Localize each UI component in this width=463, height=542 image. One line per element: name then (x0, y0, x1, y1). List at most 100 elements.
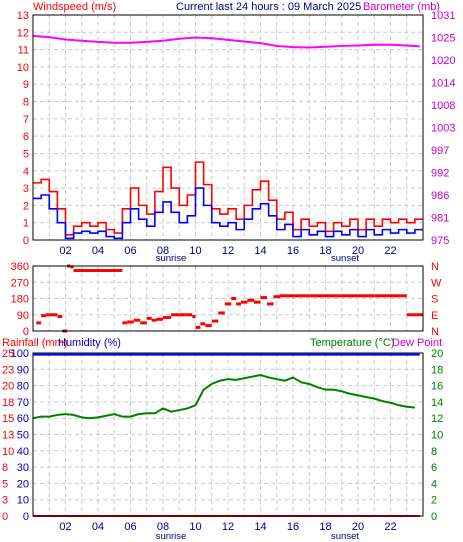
temp-panel-series (32, 353, 420, 517)
wind-x-tick: 06 (124, 245, 136, 257)
direction-point (151, 318, 157, 322)
temp-right-tick: 10 (431, 430, 443, 442)
wind-left-tick: 2 (23, 200, 29, 212)
temp-left-tick: 90 (17, 364, 29, 376)
sunrise-label-bottom: sunrise (156, 531, 187, 542)
direction-point (231, 297, 237, 300)
direction-point (91, 269, 98, 273)
rainfall-tick: 18 (2, 397, 14, 409)
direction-point (127, 320, 134, 324)
barometer-tick: 992 (431, 168, 449, 180)
temp-panel-grid (33, 353, 423, 516)
wind-left-tick: 12 (17, 27, 29, 39)
barometer-tick: 986 (431, 190, 449, 202)
temp-right-tick: 2 (431, 495, 437, 507)
direction-left-tick: 270 (11, 277, 29, 289)
sunrise-label-top: sunrise (156, 253, 187, 264)
wind-left-tick: 1 (23, 218, 29, 230)
direction-point (293, 294, 310, 298)
temp-x-tick: 18 (319, 521, 331, 533)
dewpoint-label: Dew Point (392, 337, 442, 349)
temp-right-tick: 12 (431, 413, 443, 425)
temp-right-tick: 20 (431, 348, 443, 360)
direction-point (267, 302, 274, 306)
direction-panel-frame (32, 265, 424, 332)
direction-point (260, 296, 267, 300)
direction-point (205, 324, 212, 328)
wind-x-tick: 02 (59, 245, 71, 257)
wind-x-tick: 04 (92, 245, 104, 257)
barometer-tick: 1008 (431, 100, 455, 112)
direction-point (224, 302, 232, 306)
direction-point (195, 325, 201, 329)
barometer-tick: 1025 (431, 33, 455, 45)
barometer-tick: 1003 (431, 123, 455, 135)
wind-x-tick: 18 (319, 245, 331, 257)
direction-point (52, 313, 58, 317)
direction-point (78, 269, 85, 273)
direction-point (241, 300, 248, 304)
direction-point (374, 294, 391, 298)
rainfall-tick: 5 (2, 478, 8, 490)
barometer-tick: 975 (431, 235, 449, 247)
direction-right-tick: N (431, 326, 439, 338)
direction-point (211, 319, 219, 323)
direction-point (146, 316, 152, 320)
temp-left-tick: 100 (11, 348, 29, 360)
temp-x-tick: 08 (157, 521, 169, 533)
direction-right-tick: E (431, 310, 438, 322)
direction-point (273, 295, 280, 299)
direction-point (98, 269, 105, 273)
barometer-tick: 1014 (431, 78, 455, 90)
wind-x-tick: 22 (384, 245, 396, 257)
direction-point (104, 269, 111, 273)
wind-left-tick: 7 (23, 114, 29, 126)
wind-x-tick: 12 (222, 245, 234, 257)
barometer-tick: 1031 (431, 10, 455, 22)
temp-left-tick: 50 (17, 430, 29, 442)
direction-point (70, 265, 74, 269)
temp-x-tick: 20 (352, 521, 364, 533)
barometer-tick: 1020 (431, 55, 455, 67)
barometer-label: Barometer (mb) (363, 1, 440, 13)
direction-point (133, 318, 141, 322)
wind-left-tick: 8 (23, 97, 29, 109)
wind-x-tick: 16 (287, 245, 299, 257)
wind-x-tick: 14 (254, 245, 266, 257)
direction-point (117, 269, 123, 273)
temp-x-tick: 04 (92, 521, 104, 533)
temp-right-tick: 4 (431, 478, 437, 490)
direction-point (122, 321, 128, 325)
humidity-label: Humidity (%) (58, 337, 121, 349)
temp-x-tick: 16 (287, 521, 299, 533)
temperature-line (32, 373, 415, 420)
direction-point (46, 313, 53, 317)
temp-right-tick: 18 (431, 364, 443, 376)
rainfall-tick: 10 (2, 446, 14, 458)
direction-point (341, 294, 358, 298)
direction-point (163, 315, 172, 319)
direction-point (218, 311, 225, 315)
temp-left-tick: 10 (17, 495, 29, 507)
windspeed-label: Windspeed (m/s) (33, 1, 116, 13)
rainfall-tick: 13 (2, 430, 14, 442)
direction-left-tick: 90 (17, 310, 29, 322)
direction-point (36, 321, 42, 325)
direction-point (406, 313, 415, 317)
barometer-tick: 997 (431, 145, 449, 157)
direction-right-tick: W (431, 277, 442, 289)
rainfall-tick: 25 (2, 348, 14, 360)
wind-average-line (33, 187, 423, 240)
direction-point (156, 317, 163, 321)
wind-x-tick: 08 (157, 245, 169, 257)
temp-right-tick: 0 (431, 511, 437, 523)
temp-x-tick: 06 (124, 521, 136, 533)
sunset-label-bottom: sunset (331, 531, 359, 542)
temp-left-tick: 70 (17, 397, 29, 409)
wind-x-tick: 20 (352, 245, 364, 257)
direction-point (140, 321, 147, 325)
direction-point (192, 315, 196, 319)
rainfall-tick: 20 (2, 381, 14, 393)
wind-left-tick: 4 (23, 166, 29, 178)
